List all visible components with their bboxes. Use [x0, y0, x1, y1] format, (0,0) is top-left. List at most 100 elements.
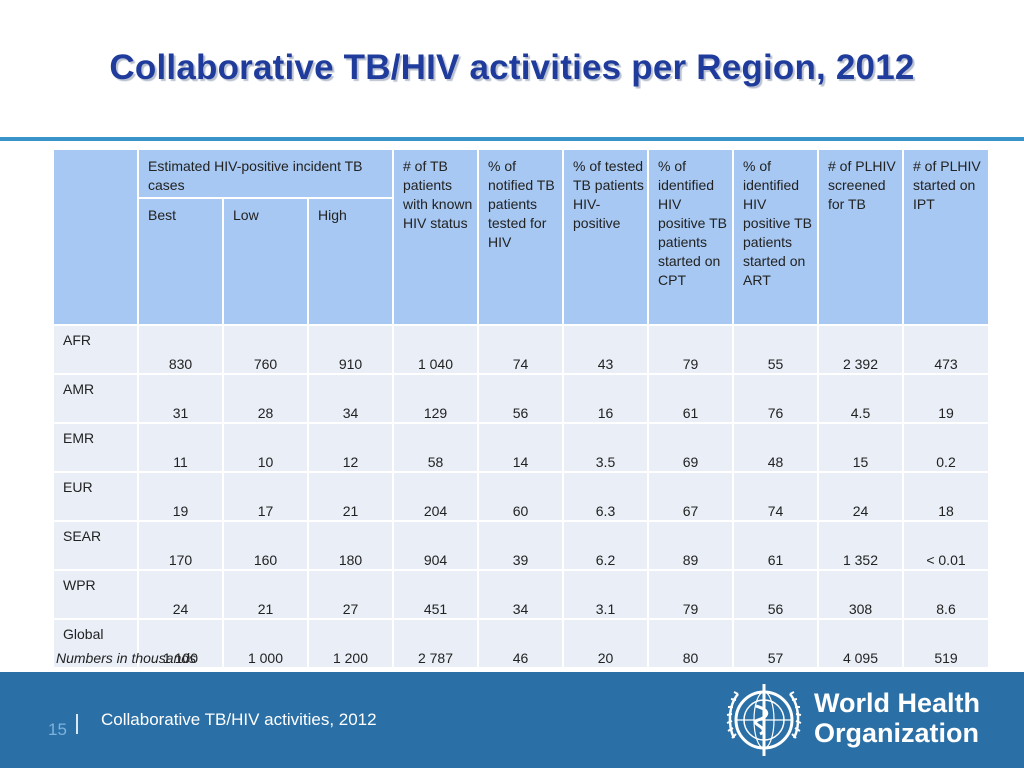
- table-cell: 129: [392, 373, 479, 424]
- table-cell: 0.2: [902, 422, 990, 473]
- table-cell: 19: [137, 471, 224, 522]
- region-label: EMR: [52, 422, 139, 473]
- who-logo-text: World Health Organization: [814, 688, 981, 748]
- column-header: # of PLHIV started on IPT: [902, 148, 990, 326]
- table-cell: 31: [137, 373, 224, 424]
- table-cell: 904: [392, 520, 479, 571]
- region-label: AMR: [52, 373, 139, 424]
- table-cell: 80: [647, 618, 734, 669]
- column-header: % of notified TB patients tested for HIV: [477, 148, 564, 326]
- table-cell: 60: [477, 471, 564, 522]
- table-body: AFR 830 760 910 1 040 74 43 79 55 2 392 473 AMR 31 28…: [52, 324, 990, 669]
- table-cell: 4.5: [817, 373, 904, 424]
- table-cell: 1 200: [307, 618, 394, 669]
- table-row: WPR 24 21 27 451 34 3.1 79 56 308 8.6: [52, 569, 990, 620]
- table-row: EUR 19 17 21 204 60 6.3 67 74 24 18: [52, 471, 990, 522]
- region-label: WPR: [52, 569, 139, 620]
- column-header: % of identified HIV positive TB patients…: [732, 148, 819, 326]
- table-cell: 1 352: [817, 520, 904, 571]
- group-header-label: Estimated HIV-positive incident TB cases: [148, 158, 363, 193]
- table-cell: 180: [307, 520, 394, 571]
- table-cell: 57: [732, 618, 819, 669]
- table-cell: 79: [647, 324, 734, 375]
- table-cell: 67: [647, 471, 734, 522]
- table-cell: 1 100: [137, 618, 224, 669]
- page-title: Collaborative TB/HIV activities per Regi…: [109, 48, 915, 87]
- table-cell: 308: [817, 569, 904, 620]
- region-label: AFR: [52, 324, 139, 375]
- page-number-divider: [76, 714, 78, 734]
- table-cell: < 0.01: [902, 520, 990, 571]
- table-cell: 830: [137, 324, 224, 375]
- table-cell: 74: [732, 471, 819, 522]
- table-cell: 3.5: [562, 422, 649, 473]
- table-cell: 39: [477, 520, 564, 571]
- region-label: Global: [52, 618, 139, 669]
- sub-header: Low: [222, 197, 309, 326]
- table-cell: 14: [477, 422, 564, 473]
- table-cell: 56: [732, 569, 819, 620]
- column-header: # of PLHIV screened for TB: [817, 148, 904, 326]
- table-cell: 76: [732, 373, 819, 424]
- corner-cell: [52, 148, 139, 326]
- table-cell: 2 392: [817, 324, 904, 375]
- table-cell: 760: [222, 324, 309, 375]
- table-cell: 27: [307, 569, 394, 620]
- table-cell: 20: [562, 618, 649, 669]
- column-header: # of TB patients with known HIV status: [392, 148, 479, 326]
- table-cell: 69: [647, 422, 734, 473]
- who-emblem-icon: [726, 684, 802, 756]
- table-cell: 8.6: [902, 569, 990, 620]
- table-row: AMR 31 28 34 129 56 16 61 76 4.5 19: [52, 373, 990, 424]
- table-row: Global 1 100 1 000 1 200 2 787 46 20 80 57 4 095 5…: [52, 618, 990, 669]
- table-cell: 19: [902, 373, 990, 424]
- table-cell: 15: [817, 422, 904, 473]
- table-cell: 58: [392, 422, 479, 473]
- table-cell: 204: [392, 471, 479, 522]
- table-cell: 61: [647, 373, 734, 424]
- region-label: EUR: [52, 471, 139, 522]
- column-header: % of tested TB patients HIV-positive: [562, 148, 649, 326]
- table-cell: 1 000: [222, 618, 309, 669]
- table-cell: 473: [902, 324, 990, 375]
- table-cell: 89: [647, 520, 734, 571]
- table-cell: 79: [647, 569, 734, 620]
- data-table: Estimated HIV-positive incident TB cases…: [52, 148, 990, 669]
- table-cell: 48: [732, 422, 819, 473]
- table-cell: 519: [902, 618, 990, 669]
- table-cell: 17: [222, 471, 309, 522]
- footer-title: Collaborative TB/HIV activities, 2012: [101, 710, 377, 729]
- table-cell: 43: [562, 324, 649, 375]
- table-cell: 24: [137, 569, 224, 620]
- table-cell: 170: [137, 520, 224, 571]
- table-cell: 28: [222, 373, 309, 424]
- table-cell: 6.2: [562, 520, 649, 571]
- sub-header: High: [307, 197, 394, 326]
- table-cell: 1 040: [392, 324, 479, 375]
- sub-header: Best: [137, 197, 224, 326]
- table-cell: 74: [477, 324, 564, 375]
- table-cell: 46: [477, 618, 564, 669]
- title-divider: [0, 137, 1024, 141]
- table-cell: 6.3: [562, 471, 649, 522]
- page-number: 15: [48, 720, 67, 739]
- table-cell: 34: [477, 569, 564, 620]
- table-cell: 4 095: [817, 618, 904, 669]
- table-cell: 2 787: [392, 618, 479, 669]
- table-cell: 16: [562, 373, 649, 424]
- table-cell: 56: [477, 373, 564, 424]
- table-cell: 3.1: [562, 569, 649, 620]
- table-row: AFR 830 760 910 1 040 74 43 79 55 2 392 473: [52, 324, 990, 375]
- table-cell: 24: [817, 471, 904, 522]
- footer-bar: 15 Collaborative TB/HIV activities, 2012…: [0, 672, 1024, 768]
- table-cell: 160: [222, 520, 309, 571]
- table-cell: 12: [307, 422, 394, 473]
- table-cell: 21: [222, 569, 309, 620]
- column-header: % of identified HIV positive TB patients…: [647, 148, 734, 326]
- table-cell: 21: [307, 471, 394, 522]
- table-cell: 451: [392, 569, 479, 620]
- table-cell: 10: [222, 422, 309, 473]
- table-row: EMR 11 10 12 58 14 3.5 69 48 15 0.2: [52, 422, 990, 473]
- table-row: SEAR 170 160 180 904 39 6.2 89 61 1 352 < 0.01: [52, 520, 990, 571]
- table-cell: 18: [902, 471, 990, 522]
